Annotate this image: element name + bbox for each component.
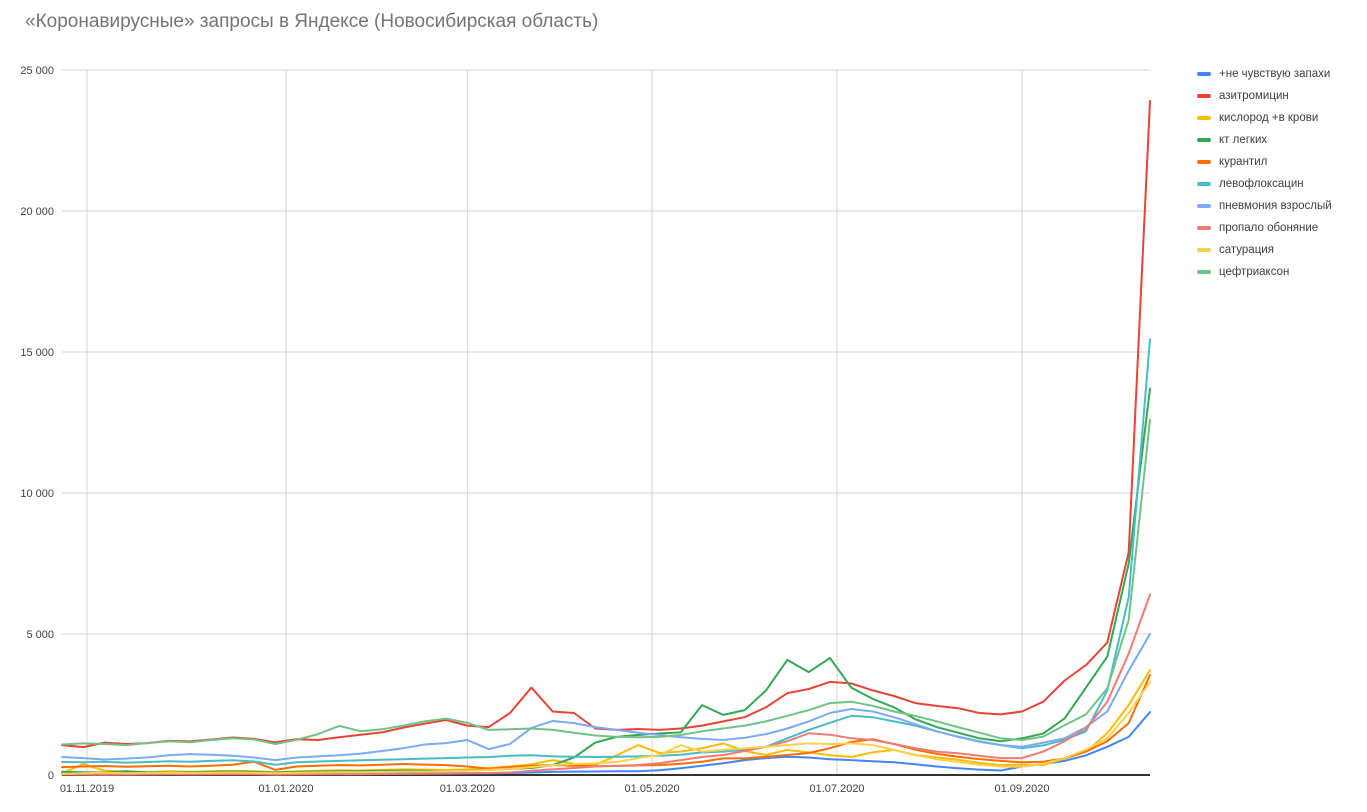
y-axis-label: 0 <box>48 770 54 782</box>
x-axis-label: 01.01.2020 <box>258 783 313 795</box>
series-line <box>61 680 1151 775</box>
legend-swatch-icon <box>1197 226 1211 230</box>
x-axis-label: 01.07.2020 <box>810 783 865 795</box>
legend-label: азитромицин <box>1219 90 1289 102</box>
legend-label: сатурация <box>1219 244 1274 256</box>
legend-swatch-icon <box>1197 270 1211 274</box>
legend-swatch-icon <box>1197 248 1211 252</box>
legend-label: пневмония взрослый <box>1219 200 1332 212</box>
legend-label: кт легких <box>1219 134 1268 146</box>
legend-label: пропало обоняние <box>1219 222 1319 234</box>
legend-swatch-icon <box>1197 204 1211 208</box>
legend-label: кислород +в крови <box>1219 112 1319 124</box>
y-axis-label: 5 000 <box>26 629 54 641</box>
x-axis-label: 01.03.2020 <box>440 783 495 795</box>
legend-item: пропало обоняние <box>1197 217 1365 239</box>
legend-item: кислород +в крови <box>1197 107 1365 129</box>
x-axis-label: 01.05.2020 <box>625 783 680 795</box>
legend-item: сатурация <box>1197 239 1365 261</box>
chart-title: «Коронавирусные» запросы в Яндексе (Ново… <box>25 11 599 32</box>
x-axis-label: 01.09.2020 <box>994 783 1049 795</box>
series-line <box>61 633 1151 762</box>
series-line <box>61 387 1151 774</box>
y-axis-label: 20 000 <box>20 206 54 218</box>
legend-swatch-icon <box>1197 160 1211 164</box>
legend-item: цефтриаксон <box>1197 261 1365 283</box>
y-axis-label: 10 000 <box>20 488 54 500</box>
legend-swatch-icon <box>1197 138 1211 142</box>
legend-swatch-icon <box>1197 94 1211 98</box>
legend-label: цефтриаксон <box>1219 266 1290 278</box>
legend-label: курантил <box>1219 156 1268 168</box>
legend-label: левофлоксацин <box>1219 178 1304 190</box>
legend-item: левофлоксацин <box>1197 173 1365 195</box>
legend-swatch-icon <box>1197 72 1211 76</box>
legend-swatch-icon <box>1197 182 1211 186</box>
chart-legend: +не чувствую запахи азитромицин кислород +… <box>1197 63 1365 283</box>
series-line <box>61 338 1151 766</box>
legend-item: пневмония взрослый <box>1197 195 1365 217</box>
series-line <box>61 593 1151 776</box>
series-line <box>61 418 1151 747</box>
legend-swatch-icon <box>1197 116 1211 120</box>
legend-item: азитромицин <box>1197 85 1365 107</box>
legend-label: +не чувствую запахи <box>1219 68 1331 80</box>
y-axis-label: 15 000 <box>20 347 54 359</box>
x-axis-label: 01.11.2019 <box>60 783 114 795</box>
legend-item: курантил <box>1197 151 1365 173</box>
series-line <box>61 100 1151 749</box>
legend-item: +не чувствую запахи <box>1197 63 1365 85</box>
legend-item: кт легких <box>1197 129 1365 151</box>
y-axis-label: 25 000 <box>20 65 54 77</box>
